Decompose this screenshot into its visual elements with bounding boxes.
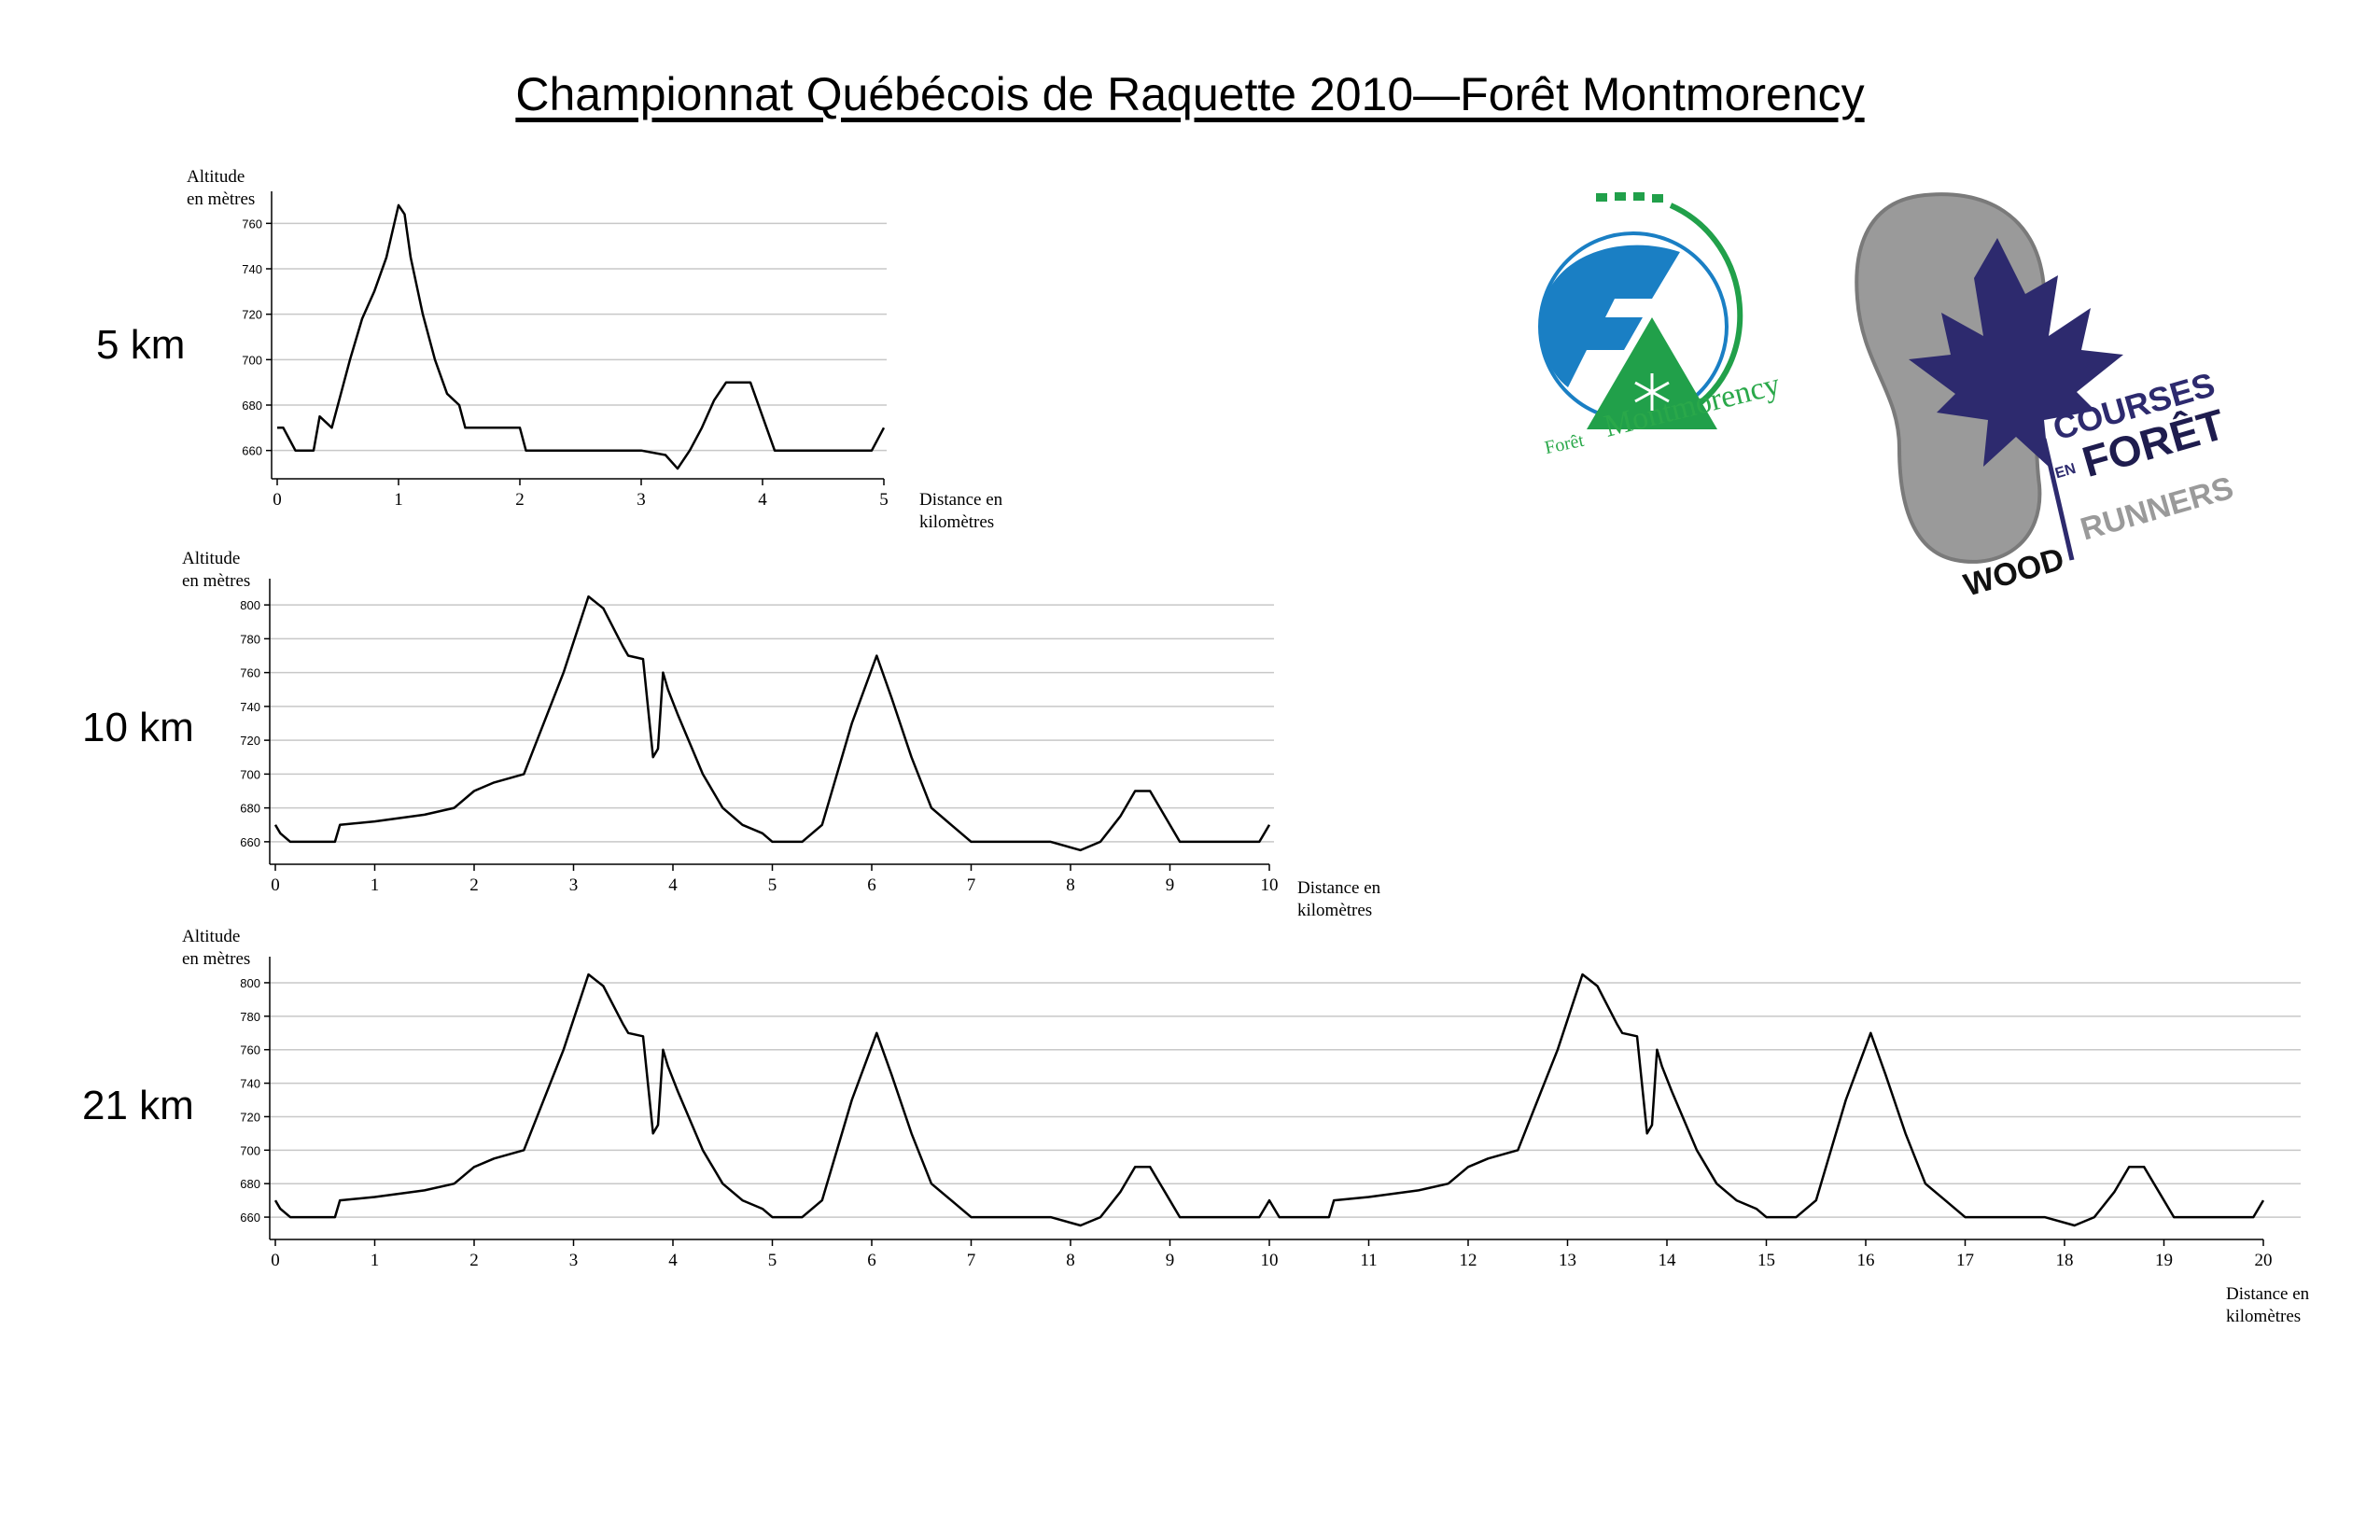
- y-axis-label-line1: Altitude: [182, 927, 241, 946]
- x-axis-label: Distance en kilomètres: [1297, 877, 1380, 922]
- race-label-5km: 5 km: [96, 322, 186, 368]
- x-tick-label: 14: [1659, 1251, 1677, 1270]
- y-tick-label: 780: [240, 1010, 260, 1024]
- y-tick-label: 720: [242, 308, 262, 322]
- y-tick-label: 740: [240, 700, 260, 714]
- y-tick-label: 760: [240, 1043, 260, 1057]
- x-axis-label-line1: Distance en: [1297, 878, 1381, 898]
- y-tick-label: 680: [240, 1177, 260, 1191]
- x-tick-label: 4: [668, 1251, 678, 1270]
- y-tick-label: 720: [240, 734, 260, 748]
- elevation-line: [273, 595, 1271, 852]
- y-axis-label-line1: Altitude: [187, 167, 245, 187]
- y-axis-label-line2: en mètres: [187, 189, 256, 209]
- x-tick-label: 3: [569, 1251, 579, 1270]
- x-axis-label-line2: kilomètres: [1297, 901, 1373, 920]
- x-tick-label: 6: [867, 1251, 876, 1270]
- x-tick-label: 4: [758, 490, 767, 510]
- x-tick-label: 2: [515, 490, 525, 510]
- x-tick-label: 1: [371, 875, 380, 895]
- y-tick-label: 780: [240, 632, 260, 646]
- x-tick-label: 16: [1857, 1251, 1875, 1270]
- y-tick-label: 700: [240, 767, 260, 781]
- x-tick-label: 9: [1166, 875, 1175, 895]
- dotted-arc-icon: [1596, 192, 1663, 203]
- x-tick-label: 9: [1166, 1251, 1175, 1270]
- x-tick-label: 8: [1066, 1251, 1075, 1270]
- x-tick-label: 0: [271, 1251, 280, 1270]
- x-tick-label: 17: [1956, 1251, 1974, 1270]
- x-tick-label: 0: [273, 490, 282, 510]
- x-tick-label: 18: [2056, 1251, 2074, 1270]
- x-tick-label: 5: [768, 875, 777, 895]
- x-tick-label: 0: [271, 875, 280, 895]
- y-axis-label: Altitude en mètres: [187, 166, 255, 211]
- y-tick-label: 660: [242, 444, 262, 458]
- x-axis-label-line1: Distance en: [2226, 1284, 2310, 1304]
- foret-montmorency-logo: [1538, 192, 1743, 429]
- x-axis-label: Distance en kilomètres: [919, 489, 1002, 534]
- y-tick-label: 800: [240, 976, 260, 990]
- x-tick-label: 8: [1066, 875, 1075, 895]
- y-tick-label: 660: [240, 1211, 260, 1225]
- elevation-line: [277, 203, 886, 470]
- page-title: Championnat Québécois de Raquette 2010—F…: [515, 68, 1865, 120]
- x-axis-label-line2: kilomètres: [2226, 1307, 2302, 1326]
- y-tick-label: 760: [242, 217, 262, 231]
- x-tick-label: 3: [569, 875, 579, 895]
- x-tick-label: 1: [371, 1251, 380, 1270]
- x-axis-label-line2: kilomètres: [919, 512, 995, 532]
- y-tick-label: 720: [240, 1110, 260, 1124]
- y-tick-label: 700: [240, 1143, 260, 1157]
- x-tick-label: 11: [1360, 1251, 1377, 1270]
- y-tick-label: 800: [240, 598, 260, 612]
- y-axis-label: Altitude en mètres: [182, 548, 250, 593]
- green-arc-icon: [1669, 203, 1743, 413]
- y-tick-label: 740: [242, 262, 262, 276]
- x-tick-label: 13: [1559, 1251, 1576, 1270]
- y-tick-label: 760: [240, 666, 260, 680]
- x-tick-label: 12: [1460, 1251, 1477, 1270]
- y-axis-label: Altitude en mètres: [182, 926, 250, 971]
- y-axis-label-line2: en mètres: [182, 949, 251, 969]
- snowflake-icon: [1634, 373, 1670, 411]
- x-tick-label: 20: [2255, 1251, 2273, 1270]
- x-tick-label: 15: [1757, 1251, 1775, 1270]
- y-tick-label: 680: [240, 802, 260, 816]
- leaf-stem-icon: [2041, 438, 2075, 561]
- x-axis-label-line1: Distance en: [919, 490, 1003, 510]
- x-tick-label: 10: [1261, 875, 1279, 895]
- y-axis-label-line2: en mètres: [182, 571, 251, 591]
- x-tick-label: 10: [1261, 1251, 1279, 1270]
- elevation-line: [273, 973, 2265, 1227]
- x-tick-label: 5: [768, 1251, 777, 1270]
- y-tick-label: 740: [240, 1077, 260, 1091]
- race-label-21km: 21 km: [82, 1083, 194, 1128]
- y-tick-label: 660: [240, 835, 260, 849]
- x-tick-label: 7: [967, 1251, 976, 1270]
- x-tick-label: 4: [668, 875, 678, 895]
- x-tick-label: 5: [879, 490, 889, 510]
- maple-leaf-icon: [1909, 238, 2123, 467]
- y-axis-label-line1: Altitude: [182, 549, 241, 568]
- x-tick-label: 2: [469, 875, 479, 895]
- x-tick-label: 6: [867, 875, 876, 895]
- x-tick-label: 3: [637, 490, 646, 510]
- x-tick-label: 19: [2155, 1251, 2173, 1270]
- x-tick-label: 2: [469, 1251, 479, 1270]
- race-label-10km: 10 km: [82, 705, 194, 750]
- y-tick-label: 680: [242, 399, 262, 413]
- y-tick-label: 700: [242, 353, 262, 367]
- x-tick-label: 1: [394, 490, 403, 510]
- ff-monogram-icon: [1539, 245, 1680, 387]
- courses-en-foret-logo: [1855, 192, 2123, 564]
- x-tick-label: 7: [967, 875, 976, 895]
- x-axis-label: Distance en kilomètres: [2226, 1283, 2309, 1328]
